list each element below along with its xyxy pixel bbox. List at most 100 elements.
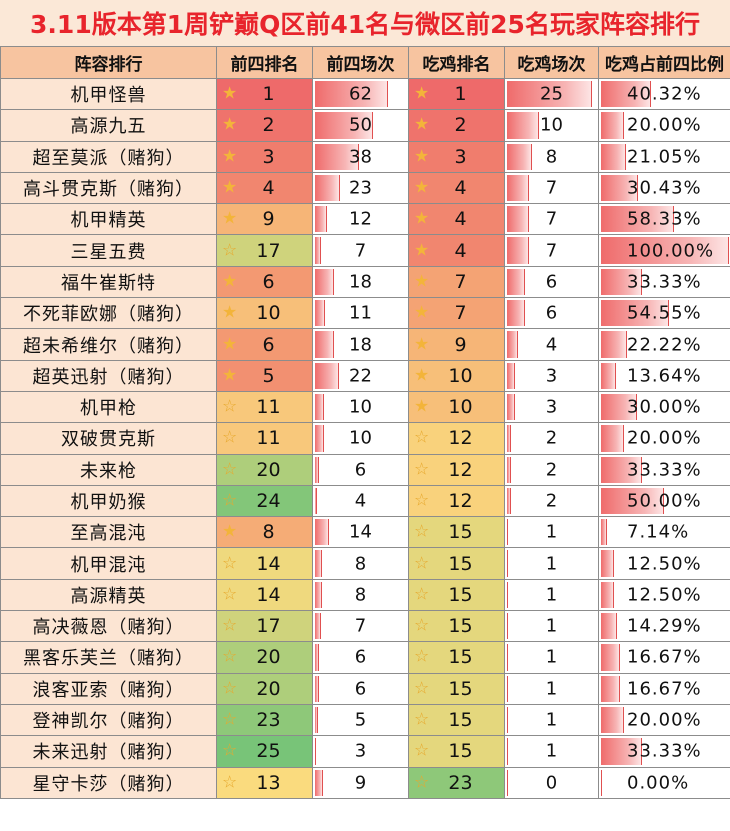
top4-rank-cell: ★ 10 <box>216 297 313 330</box>
win-ratio-cell: 13.64% <box>598 359 730 392</box>
win-count-databar <box>507 143 533 170</box>
win-ratio-databar <box>601 456 642 483</box>
top4-rank-cell: ★ 3 <box>216 140 313 173</box>
win-ratio-cell: 33.33% <box>598 735 730 768</box>
win-rank-cell: ★ 4 <box>408 203 505 236</box>
top4-count-value: 6 <box>354 459 367 481</box>
top4-rank-value: 20 <box>256 677 281 700</box>
win-rank-value: 4 <box>454 239 467 262</box>
top4-count-cell: 6 <box>312 672 409 705</box>
win-rank-cell: ★ 4 <box>408 171 505 205</box>
star-icon: ☆ <box>414 709 430 730</box>
win-ratio-value: 100.00% <box>627 240 715 262</box>
win-count-value: 4 <box>545 334 558 356</box>
win-ratio-databar <box>601 362 616 389</box>
win-count-databar <box>507 769 508 796</box>
win-count-databar <box>507 550 508 577</box>
top4-count-databar <box>315 644 320 671</box>
win-ratio-databar <box>601 112 625 139</box>
lineup-name: 星守卡莎（赌狗） <box>0 766 217 799</box>
top4-count-value: 50 <box>349 114 372 136</box>
win-count-cell: 1 <box>504 610 599 643</box>
header-win-count[interactable]: 吃鸡场次 <box>504 46 599 79</box>
top4-rank-value: 10 <box>256 302 281 325</box>
top4-count-value: 22 <box>349 365 372 387</box>
table-row: 未来迅射（赌狗） ☆ 25 3 ☆ 15 1 33.33% <box>0 735 730 768</box>
lineup-name: 三星五费 <box>0 234 217 267</box>
top4-count-databar <box>315 456 320 483</box>
star-icon: ☆ <box>414 490 430 511</box>
top4-count-value: 7 <box>354 240 367 262</box>
top4-count-value: 7 <box>354 615 367 637</box>
win-rank-value: 12 <box>448 490 473 512</box>
win-count-databar <box>507 425 512 452</box>
win-ratio-cell: 58.33% <box>598 203 730 236</box>
star-icon: ★ <box>222 271 238 292</box>
top4-count-databar <box>315 81 388 108</box>
top4-rank-cell: ☆ 17 <box>216 234 313 267</box>
win-rank-cell: ☆ 15 <box>408 735 505 768</box>
top4-count-cell: 18 <box>312 265 409 299</box>
win-ratio-databar <box>601 675 620 702</box>
star-icon: ★ <box>414 365 430 386</box>
header-win-ratio[interactable]: 吃鸡占前四比例 <box>598 46 730 79</box>
win-rank-value: 10 <box>448 396 473 419</box>
win-count-cell: 1 <box>504 578 599 612</box>
top4-count-cell: 62 <box>312 77 409 111</box>
win-count-value: 1 <box>545 521 558 543</box>
win-count-databar <box>507 237 529 264</box>
top4-count-cell: 22 <box>312 359 409 392</box>
star-icon: ☆ <box>222 584 238 605</box>
top4-count-cell: 8 <box>312 547 409 580</box>
win-rank-value: 2 <box>454 114 467 137</box>
header-lineup[interactable]: 阵容排行 <box>0 46 217 79</box>
win-ratio-value: 33.33% <box>627 271 702 293</box>
star-icon: ★ <box>414 334 430 355</box>
top4-rank-value: 20 <box>256 646 281 669</box>
top4-count-cell: 4 <box>312 484 409 518</box>
win-count-value: 2 <box>545 459 558 481</box>
header-top4-count[interactable]: 前四场次 <box>312 46 409 79</box>
star-icon: ☆ <box>222 709 238 730</box>
star-icon: ☆ <box>414 521 430 542</box>
win-count-cell: 7 <box>504 234 599 267</box>
top4-count-cell: 23 <box>312 171 409 205</box>
top4-count-value: 11 <box>349 302 372 324</box>
top4-count-databar <box>315 487 317 515</box>
table-row: 超至莫派（赌狗） ★ 3 38 ★ 3 8 21.05% <box>0 140 730 173</box>
top4-count-databar <box>315 550 322 577</box>
star-icon: ★ <box>414 271 430 292</box>
win-ratio-cell: 30.00% <box>598 390 730 424</box>
top4-rank-cell: ☆ 13 <box>216 766 313 799</box>
win-rank-value: 23 <box>448 771 473 794</box>
win-ratio-value: 16.67% <box>627 646 702 668</box>
star-icon: ☆ <box>222 678 238 699</box>
win-rank-cell: ☆ 15 <box>408 672 505 705</box>
top4-count-databar <box>315 613 321 640</box>
star-icon: ★ <box>414 240 430 261</box>
win-count-cell: 0 <box>504 766 599 799</box>
win-count-value: 7 <box>545 177 558 199</box>
lineup-name: 超未希维尔（赌狗） <box>0 328 217 361</box>
win-rank-value: 15 <box>448 615 473 638</box>
top4-count-databar <box>315 519 330 546</box>
header-top4-rank[interactable]: 前四排名 <box>216 46 313 79</box>
header-win-rank[interactable]: 吃鸡排名 <box>408 46 505 79</box>
win-rank-value: 7 <box>454 302 467 325</box>
top4-count-value: 5 <box>354 709 367 731</box>
ranking-table: 阵容排行 前四排名 前四场次 吃鸡排名 吃鸡场次 吃鸡占前四比例 机甲怪兽 ★ 1 6… <box>0 46 730 799</box>
lineup-name: 未来迅射（赌狗） <box>0 735 217 768</box>
top4-rank-cell: ☆ 23 <box>216 703 313 737</box>
top4-count-value: 14 <box>349 521 372 543</box>
top4-count-databar <box>315 706 319 734</box>
star-icon: ★ <box>414 177 430 198</box>
star-icon: ★ <box>414 302 430 323</box>
table-row: 至高混沌 ★ 8 14 ☆ 15 1 7.14% <box>0 516 730 549</box>
top4-rank-value: 14 <box>256 583 281 606</box>
win-count-databar <box>507 706 508 734</box>
win-count-databar <box>507 174 529 202</box>
top4-rank-value: 3 <box>262 145 275 168</box>
win-rank-cell: ☆ 15 <box>408 610 505 643</box>
win-ratio-value: 33.33% <box>627 740 702 762</box>
win-ratio-databar <box>601 300 670 327</box>
